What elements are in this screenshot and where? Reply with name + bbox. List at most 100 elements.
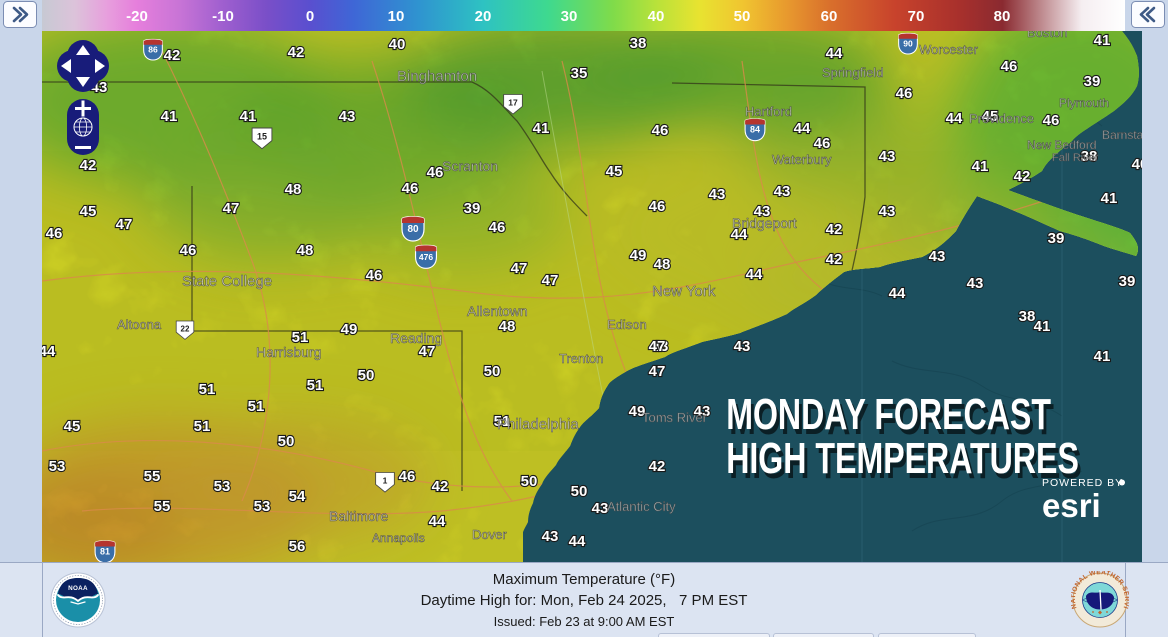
svg-text:44: 44: [889, 285, 906, 302]
svg-text:48: 48: [297, 242, 314, 259]
svg-text:41: 41: [1094, 32, 1111, 49]
svg-text:Atlantic City: Atlantic City: [607, 499, 676, 514]
svg-text:Bridgeport: Bridgeport: [732, 215, 797, 231]
svg-text:42: 42: [649, 458, 666, 475]
svg-text:56: 56: [289, 538, 306, 555]
svg-text:53: 53: [254, 498, 271, 515]
svg-text:46: 46: [489, 219, 506, 236]
svg-text:esri: esri: [1042, 487, 1101, 524]
svg-text:90: 90: [903, 38, 913, 48]
svg-text:42: 42: [826, 221, 843, 238]
svg-text:39: 39: [1119, 273, 1136, 290]
svg-text:41: 41: [972, 158, 989, 175]
svg-text:40: 40: [389, 36, 406, 53]
svg-text:48: 48: [499, 318, 516, 335]
svg-text:41: 41: [240, 108, 257, 125]
svg-text:Annapolis: Annapolis: [372, 531, 425, 545]
svg-text:42: 42: [80, 157, 97, 174]
svg-text:Springfield: Springfield: [822, 65, 883, 80]
svg-text:41: 41: [533, 120, 550, 137]
svg-text:42: 42: [288, 44, 305, 61]
svg-text:43: 43: [879, 203, 896, 220]
svg-text:Hartford: Hartford: [745, 104, 792, 119]
svg-text:Waterbury: Waterbury: [772, 152, 832, 167]
svg-text:Altoona: Altoona: [117, 317, 162, 332]
svg-text:46: 46: [649, 198, 666, 215]
svg-text:41: 41: [1034, 318, 1051, 335]
svg-text:47: 47: [649, 338, 666, 355]
svg-text:39: 39: [1084, 73, 1101, 90]
svg-text:46: 46: [402, 180, 419, 197]
svg-text:53: 53: [214, 478, 231, 495]
svg-text:80: 80: [407, 224, 419, 235]
svg-text:46: 46: [814, 135, 831, 152]
svg-text:54: 54: [289, 488, 306, 505]
svg-text:55: 55: [154, 498, 171, 515]
svg-text:Edison: Edison: [607, 317, 647, 332]
svg-text:46: 46: [366, 267, 383, 284]
svg-text:44: 44: [569, 533, 586, 550]
svg-text:43: 43: [339, 108, 356, 125]
svg-text:Philadelphia: Philadelphia: [497, 416, 579, 433]
svg-text:43: 43: [542, 528, 559, 545]
svg-text:44: 44: [42, 343, 56, 360]
svg-text:43: 43: [734, 338, 751, 355]
svg-text:47: 47: [649, 363, 666, 380]
svg-text:Allentown: Allentown: [467, 303, 528, 319]
svg-text:44: 44: [794, 120, 811, 137]
svg-text:41: 41: [1094, 348, 1111, 365]
svg-text:44: 44: [746, 266, 763, 283]
svg-text:State College: State College: [182, 273, 272, 290]
svg-text:43: 43: [929, 248, 946, 265]
svg-text:1: 1: [383, 476, 388, 486]
svg-text:47: 47: [223, 200, 240, 217]
svg-text:43: 43: [709, 186, 726, 203]
svg-text:Dover: Dover: [472, 527, 507, 542]
svg-text:40: 40: [1132, 156, 1142, 173]
svg-text:MONDAY FORECAST: MONDAY FORECAST: [726, 390, 1051, 439]
svg-text:46: 46: [180, 242, 197, 259]
svg-text:Reading: Reading: [390, 330, 442, 346]
svg-text:42: 42: [826, 251, 843, 268]
svg-text:46: 46: [896, 85, 913, 102]
svg-text:43: 43: [967, 275, 984, 292]
svg-text:Trenton: Trenton: [559, 351, 603, 366]
svg-text:46: 46: [46, 225, 63, 242]
svg-text:42: 42: [432, 478, 449, 495]
svg-text:43: 43: [592, 500, 609, 517]
svg-text:44: 44: [946, 110, 963, 127]
svg-text:17: 17: [508, 98, 518, 108]
svg-text:Boston: Boston: [1027, 31, 1067, 40]
svg-text:47: 47: [116, 216, 133, 233]
svg-text:Providence: Providence: [969, 111, 1034, 126]
svg-text:Worcester: Worcester: [919, 42, 979, 57]
svg-text:38: 38: [630, 35, 647, 52]
svg-text:51: 51: [199, 381, 216, 398]
svg-text:43: 43: [879, 148, 896, 165]
svg-text:45: 45: [606, 163, 623, 180]
svg-text:39: 39: [464, 200, 481, 217]
svg-text:22: 22: [181, 324, 190, 333]
svg-text:Plymouth: Plymouth: [1059, 96, 1109, 110]
svg-text:42: 42: [164, 47, 181, 64]
svg-text:45: 45: [64, 418, 81, 435]
svg-text:46: 46: [427, 164, 444, 181]
svg-text:50: 50: [278, 433, 295, 450]
svg-text:Binghamton: Binghamton: [397, 68, 477, 85]
svg-text:47: 47: [511, 260, 528, 277]
svg-text:50: 50: [358, 367, 375, 384]
svg-text:46: 46: [652, 122, 669, 139]
svg-text:53: 53: [49, 458, 66, 475]
svg-text:38: 38: [1019, 308, 1036, 325]
svg-text:46: 46: [1043, 112, 1060, 129]
svg-text:NOAA: NOAA: [68, 585, 88, 592]
svg-text:49: 49: [341, 321, 358, 338]
svg-text:41: 41: [161, 108, 178, 125]
svg-text:15: 15: [257, 132, 267, 142]
svg-text:81: 81: [100, 547, 110, 557]
svg-text:46: 46: [399, 468, 416, 485]
svg-text:41: 41: [1101, 190, 1118, 207]
svg-text:46: 46: [1001, 58, 1018, 75]
svg-text:51: 51: [194, 418, 211, 435]
svg-text:35: 35: [571, 65, 588, 82]
